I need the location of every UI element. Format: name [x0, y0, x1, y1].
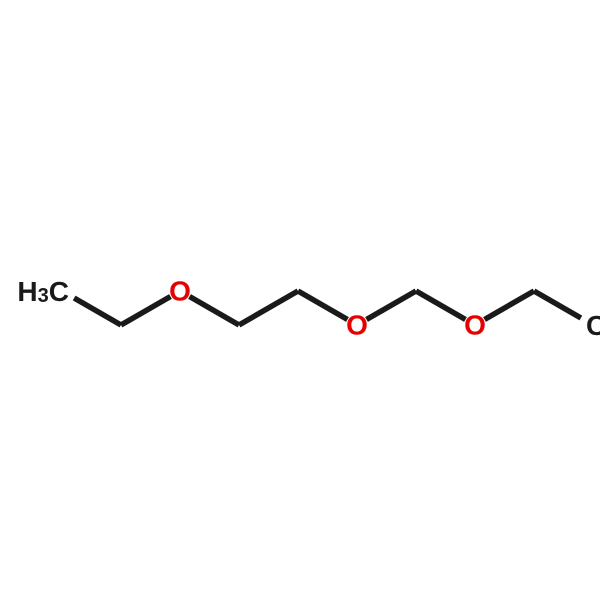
bond [534, 291, 581, 318]
oxygen-atom: O [346, 310, 368, 341]
bond [121, 296, 170, 325]
bond [239, 291, 298, 325]
molecule-structure: H3C O O O CH3 [0, 0, 600, 600]
methyl-right: CH3 [586, 310, 600, 342]
oxygen-atom: O [464, 310, 486, 341]
oxygen-atom: O [169, 276, 191, 307]
bond [74, 298, 121, 325]
bond [416, 291, 465, 320]
bond [298, 291, 347, 320]
bond [190, 296, 239, 325]
bond [367, 291, 416, 320]
methyl-left: H3C [17, 276, 69, 308]
bond [485, 291, 534, 320]
